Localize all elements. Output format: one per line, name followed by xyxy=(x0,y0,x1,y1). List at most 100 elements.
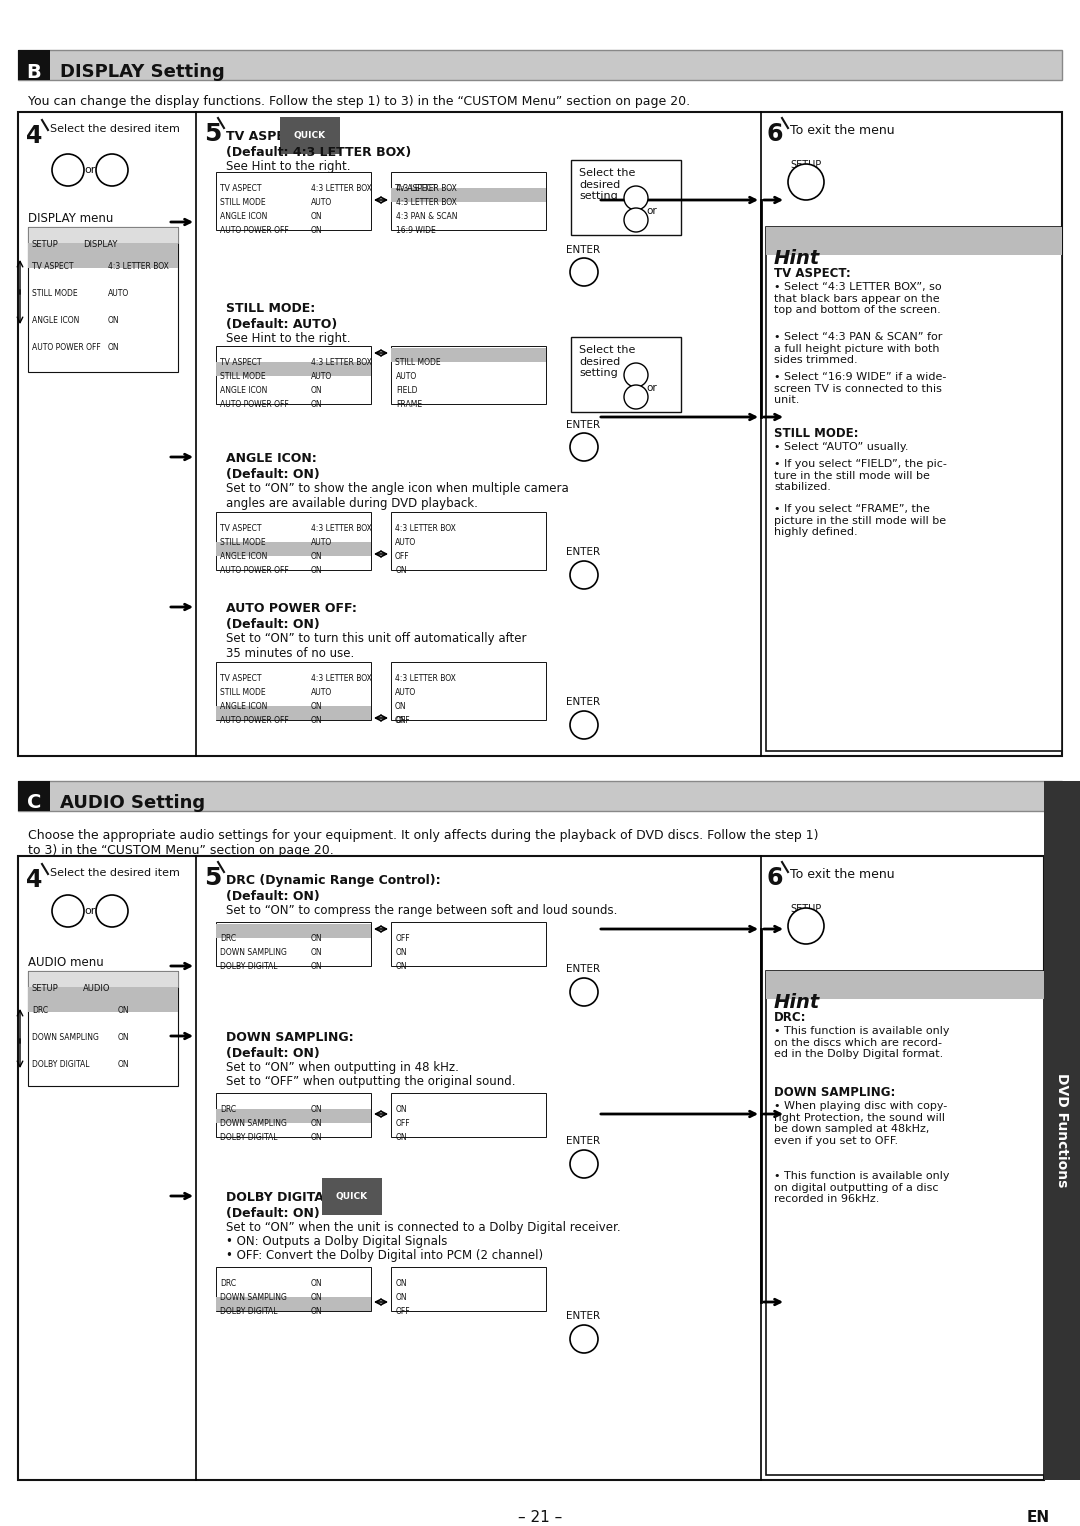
Text: DOWN SAMPLING:: DOWN SAMPLING: xyxy=(774,1087,895,1099)
Circle shape xyxy=(624,208,648,232)
Circle shape xyxy=(570,978,598,1006)
Text: ▲: ▲ xyxy=(64,906,71,916)
Text: ●: ● xyxy=(802,177,810,186)
Text: ON: ON xyxy=(311,1279,323,1288)
Text: ON: ON xyxy=(311,1132,323,1141)
Text: STILL MODE: STILL MODE xyxy=(395,359,441,366)
Text: ON: ON xyxy=(311,400,323,409)
FancyBboxPatch shape xyxy=(391,513,546,571)
Text: ON: ON xyxy=(311,934,323,943)
Text: AUTO: AUTO xyxy=(311,372,333,382)
Text: AUDIO menu: AUDIO menu xyxy=(28,955,104,969)
Text: AUTO: AUTO xyxy=(108,288,130,298)
Text: AUTO: AUTO xyxy=(396,372,417,382)
FancyBboxPatch shape xyxy=(18,50,50,79)
Text: OFF: OFF xyxy=(396,1306,410,1315)
Text: To exit the menu: To exit the menu xyxy=(789,868,894,881)
Text: B: B xyxy=(27,63,41,81)
Text: DOLBY DIGITAL: DOLBY DIGITAL xyxy=(220,1132,278,1141)
Text: Set to “OFF” when outputting the original sound.: Set to “OFF” when outputting the origina… xyxy=(226,1074,515,1088)
Text: ▼: ▼ xyxy=(633,215,639,224)
Text: To exit the menu: To exit the menu xyxy=(789,124,894,137)
Text: AUTO POWER OFF: AUTO POWER OFF xyxy=(220,716,288,725)
Text: ENTER: ENTER xyxy=(566,546,600,557)
Text: ON: ON xyxy=(396,566,407,575)
Text: 4:3 LETTER BOX: 4:3 LETTER BOX xyxy=(396,185,457,192)
Text: ANGLE ICON: ANGLE ICON xyxy=(220,386,268,395)
Text: • This function is available only
on digital outputting of a disc
recorded in 96: • This function is available only on dig… xyxy=(774,1170,949,1204)
Text: FIELD: FIELD xyxy=(396,386,418,395)
FancyBboxPatch shape xyxy=(391,346,546,404)
Text: SETUP: SETUP xyxy=(791,160,822,169)
Text: 4: 4 xyxy=(26,868,42,893)
Text: ●: ● xyxy=(579,987,589,996)
Text: ▼: ▼ xyxy=(108,165,116,175)
Circle shape xyxy=(570,258,598,285)
Text: 4:3 LETTER BOX: 4:3 LETTER BOX xyxy=(396,198,457,208)
FancyBboxPatch shape xyxy=(28,971,178,1087)
Text: ●: ● xyxy=(579,443,589,452)
Text: STILL MODE:: STILL MODE: xyxy=(226,302,315,314)
Text: (Default: ON): (Default: ON) xyxy=(226,1047,320,1061)
Text: (Default: ON): (Default: ON) xyxy=(226,618,320,630)
Text: ENTER: ENTER xyxy=(566,420,600,430)
Text: or: or xyxy=(84,906,96,916)
FancyBboxPatch shape xyxy=(216,542,372,555)
Text: ON: ON xyxy=(396,948,407,957)
Text: (Default: 4:3 LETTER BOX): (Default: 4:3 LETTER BOX) xyxy=(226,146,411,159)
Circle shape xyxy=(570,1325,598,1354)
Text: ON: ON xyxy=(118,1006,130,1015)
Text: – 21 –: – 21 – xyxy=(518,1511,562,1524)
Circle shape xyxy=(96,896,129,926)
Text: • If you select “FRAME”, the
picture in the still mode will be
highly defined.: • If you select “FRAME”, the picture in … xyxy=(774,504,946,537)
Text: ON: ON xyxy=(311,226,323,235)
Text: AUTO POWER OFF: AUTO POWER OFF xyxy=(220,400,288,409)
FancyBboxPatch shape xyxy=(391,188,546,201)
Text: ●: ● xyxy=(579,1160,589,1169)
Text: • Select “4:3 LETTER BOX”, so
that black bars appear on the
top and bottom of th: • Select “4:3 LETTER BOX”, so that black… xyxy=(774,282,942,316)
Text: ▲: ▲ xyxy=(633,194,639,203)
Text: EN: EN xyxy=(1027,1511,1050,1524)
Text: ●: ● xyxy=(579,1334,589,1344)
Text: FRAME: FRAME xyxy=(396,400,422,409)
Text: ANGLE ICON: ANGLE ICON xyxy=(220,702,268,711)
Text: 4:3 LETTER BOX: 4:3 LETTER BOX xyxy=(311,359,372,366)
Text: ON: ON xyxy=(118,1061,130,1070)
Text: ON: ON xyxy=(311,552,323,562)
Text: AUTO POWER OFF: AUTO POWER OFF xyxy=(32,343,100,353)
Text: ON: ON xyxy=(311,1293,323,1302)
FancyBboxPatch shape xyxy=(28,227,178,372)
FancyBboxPatch shape xyxy=(18,50,1062,79)
Text: TV ASPECT: TV ASPECT xyxy=(395,185,436,192)
Text: STILL MODE: STILL MODE xyxy=(32,288,78,298)
Text: or: or xyxy=(647,206,658,217)
Text: ON: ON xyxy=(395,702,407,711)
Text: SETUP: SETUP xyxy=(32,984,58,993)
Text: TV ASPECT: TV ASPECT xyxy=(220,674,261,684)
Text: ON: ON xyxy=(311,1306,323,1315)
Text: • ON: Outputs a Dolby Digital Signals: • ON: Outputs a Dolby Digital Signals xyxy=(226,1235,447,1248)
FancyBboxPatch shape xyxy=(216,1109,372,1123)
Text: ON: ON xyxy=(396,961,407,971)
Text: DRC: DRC xyxy=(220,1279,237,1288)
FancyBboxPatch shape xyxy=(216,513,372,571)
Text: ON: ON xyxy=(396,1132,407,1141)
Text: AUTO POWER OFF: AUTO POWER OFF xyxy=(220,226,288,235)
Text: DOWN SAMPLING: DOWN SAMPLING xyxy=(220,948,287,957)
Circle shape xyxy=(788,908,824,945)
Text: QUICK: QUICK xyxy=(336,1192,368,1201)
Text: TV ASPECT: TV ASPECT xyxy=(220,523,261,533)
Circle shape xyxy=(52,896,84,926)
Text: TV ASPECT: TV ASPECT xyxy=(220,185,261,192)
Text: ●: ● xyxy=(802,922,810,931)
Text: • Select “AUTO” usually.: • Select “AUTO” usually. xyxy=(774,443,908,452)
Text: Set to “ON” to compress the range between soft and loud sounds.: Set to “ON” to compress the range betwee… xyxy=(226,903,618,917)
Text: AUTO: AUTO xyxy=(311,198,333,208)
Text: AUTO: AUTO xyxy=(395,539,416,546)
Text: Select the desired item: Select the desired item xyxy=(50,868,180,877)
FancyBboxPatch shape xyxy=(18,781,1062,810)
Text: OFF: OFF xyxy=(396,934,410,943)
Text: or: or xyxy=(84,165,96,175)
Text: SETUP: SETUP xyxy=(791,903,822,914)
Text: ON: ON xyxy=(311,702,323,711)
